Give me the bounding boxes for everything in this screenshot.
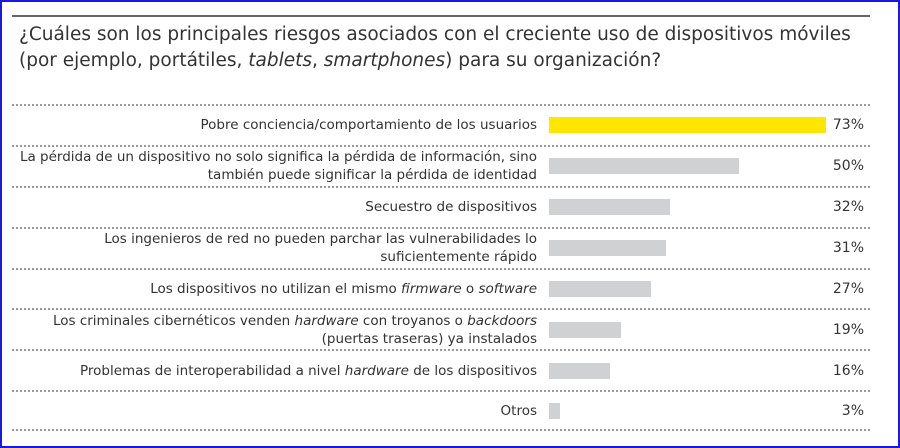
category-label: Secuestro de dispositivos (17, 188, 537, 227)
bar (549, 199, 671, 216)
category-label-text: Los dispositivos no utilizan el mismo fi… (150, 280, 537, 298)
value-label: 27% (832, 281, 864, 297)
text-segment: Los ingenieros de red no pueden parchar … (104, 231, 537, 266)
category-label: La pérdida de un dispositivo no solo sig… (17, 147, 537, 186)
text-segment: tablets (248, 50, 312, 71)
category-label: Los dispositivos no utilizan el mismo fi… (17, 270, 537, 309)
value-label: 3% (841, 402, 864, 419)
text-segment: software (478, 281, 537, 297)
chart-row: Problemas de interoperabilidad a nivel h… (12, 349, 870, 390)
text-segment: ¿Cuáles son los principales riesgos asoc… (19, 24, 851, 71)
value-label: 19% (832, 321, 864, 338)
category-label-text: Problemas de interoperabilidad a nivel h… (80, 362, 537, 380)
text-segment: ) para su organización? (445, 50, 662, 71)
chart-title: ¿Cuáles son los principales riesgos asoc… (19, 22, 869, 74)
text-segment: La pérdida de un dispositivo no solo sig… (19, 149, 537, 184)
category-label: Problemas de interoperabilidad a nivel h… (17, 351, 537, 390)
chart-row: Los ingenieros de red no pueden parchar … (12, 226, 870, 268)
chart-row: Los criminales cibernéticos venden hardw… (12, 308, 870, 349)
category-label-text: Los ingenieros de red no pueden parchar … (17, 230, 537, 266)
category-label-text: La pérdida de un dispositivo no solo sig… (17, 148, 537, 184)
bar (549, 240, 667, 257)
bar (549, 281, 652, 297)
bar (549, 362, 610, 379)
category-label: Pobre conciencia/comportamiento de los u… (17, 106, 537, 145)
chart-row: Otros 3% (12, 390, 870, 432)
text-segment: Problemas de interoperabilidad a nivel (79, 362, 345, 379)
text-segment: backdoors (467, 312, 537, 329)
bar (549, 402, 561, 419)
top-rule (12, 15, 870, 17)
text-segment: de los dispositivos (408, 362, 537, 379)
value-label: 31% (832, 240, 864, 257)
text-segment: Los dispositivos no utilizan el mismo (150, 281, 402, 297)
category-label: Otros (17, 392, 537, 429)
value-label: 50% (832, 158, 864, 175)
text-segment: o (461, 281, 479, 297)
chart-row: Pobre conciencia/comportamiento de los u… (12, 104, 870, 145)
text-segment: (puertas traseras) ya instalados (321, 330, 537, 347)
text-segment: , (311, 50, 324, 71)
text-segment: con troyanos o (358, 312, 468, 329)
category-label-text: Los criminales cibernéticos venden hardw… (17, 312, 537, 348)
category-label: Los ingenieros de red no pueden parchar … (17, 229, 537, 268)
category-label-text: Pobre conciencia/comportamiento de los u… (200, 116, 537, 134)
text-segment: Pobre conciencia/comportamiento de los u… (200, 117, 537, 134)
category-label-text: Secuestro de dispositivos (365, 198, 537, 216)
bar (549, 158, 739, 175)
category-label: Los criminales cibernéticos venden hardw… (17, 310, 537, 349)
value-label: 73% (832, 117, 864, 134)
value-label: 16% (832, 362, 864, 379)
text-segment: Secuestro de dispositivos (365, 199, 537, 216)
bar (549, 321, 621, 338)
text-segment: Los criminales cibernéticos venden (52, 312, 295, 329)
chart-row: Secuestro de dispositivos 32% (12, 185, 870, 227)
text-segment: hardware (344, 362, 409, 379)
category-label-text: Otros (501, 402, 537, 420)
value-label: 32% (832, 199, 864, 216)
chart-row: Los dispositivos no utilizan el mismo fi… (12, 267, 870, 309)
text-segment: firmware (401, 281, 462, 297)
text-segment: Otros (500, 402, 537, 419)
text-segment: hardware (294, 312, 359, 329)
text-segment: smartphones (323, 50, 446, 71)
bar-chart: Pobre conciencia/comportamiento de los u… (12, 104, 870, 432)
chart-row: La pérdida de un dispositivo no solo sig… (12, 144, 870, 186)
bar (549, 117, 826, 134)
